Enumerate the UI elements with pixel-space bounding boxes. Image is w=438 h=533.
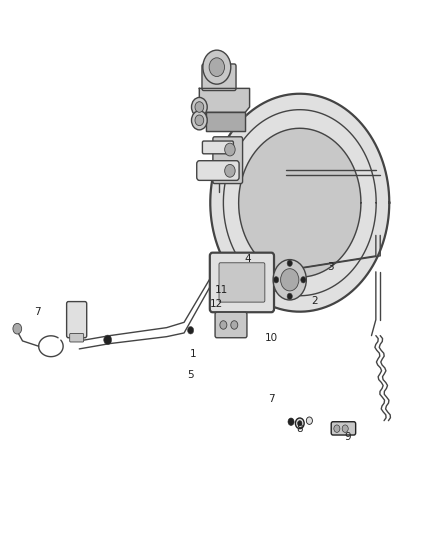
Circle shape bbox=[191, 98, 207, 117]
Circle shape bbox=[273, 277, 279, 283]
Circle shape bbox=[297, 421, 302, 426]
Circle shape bbox=[287, 260, 292, 266]
FancyBboxPatch shape bbox=[210, 253, 274, 312]
Text: 12: 12 bbox=[210, 298, 223, 309]
Circle shape bbox=[13, 324, 21, 334]
Circle shape bbox=[203, 50, 231, 84]
Circle shape bbox=[104, 335, 112, 345]
Text: 3: 3 bbox=[327, 262, 334, 271]
Polygon shape bbox=[199, 88, 250, 112]
Text: 5: 5 bbox=[187, 370, 194, 381]
FancyBboxPatch shape bbox=[331, 422, 356, 435]
Circle shape bbox=[220, 321, 227, 329]
Text: 7: 7 bbox=[35, 306, 41, 317]
Circle shape bbox=[225, 143, 235, 156]
FancyBboxPatch shape bbox=[202, 141, 233, 154]
Circle shape bbox=[334, 425, 340, 432]
Text: 8: 8 bbox=[297, 424, 303, 434]
Circle shape bbox=[231, 321, 238, 329]
Circle shape bbox=[225, 165, 235, 177]
Text: 1: 1 bbox=[190, 349, 196, 359]
Text: 11: 11 bbox=[215, 286, 228, 295]
FancyBboxPatch shape bbox=[219, 263, 265, 302]
Circle shape bbox=[209, 58, 225, 77]
FancyBboxPatch shape bbox=[215, 312, 247, 338]
Circle shape bbox=[295, 418, 304, 429]
Circle shape bbox=[287, 293, 292, 300]
Text: 10: 10 bbox=[265, 333, 278, 343]
Text: 7: 7 bbox=[268, 394, 275, 405]
FancyBboxPatch shape bbox=[202, 64, 236, 91]
Polygon shape bbox=[206, 112, 245, 131]
Circle shape bbox=[301, 277, 306, 283]
FancyBboxPatch shape bbox=[197, 161, 239, 180]
Circle shape bbox=[342, 425, 348, 432]
Circle shape bbox=[187, 327, 194, 334]
Polygon shape bbox=[239, 128, 361, 277]
Text: 2: 2 bbox=[312, 296, 318, 306]
Circle shape bbox=[273, 260, 306, 300]
Circle shape bbox=[281, 269, 299, 291]
Polygon shape bbox=[210, 94, 389, 312]
Circle shape bbox=[288, 418, 294, 425]
Text: 6: 6 bbox=[104, 336, 111, 346]
Circle shape bbox=[195, 102, 204, 112]
Text: 9: 9 bbox=[345, 432, 351, 442]
FancyBboxPatch shape bbox=[70, 334, 84, 342]
FancyBboxPatch shape bbox=[67, 302, 87, 338]
Text: 4: 4 bbox=[244, 254, 251, 263]
FancyBboxPatch shape bbox=[213, 137, 243, 183]
Circle shape bbox=[191, 111, 207, 130]
Circle shape bbox=[195, 115, 204, 126]
Circle shape bbox=[306, 417, 312, 424]
